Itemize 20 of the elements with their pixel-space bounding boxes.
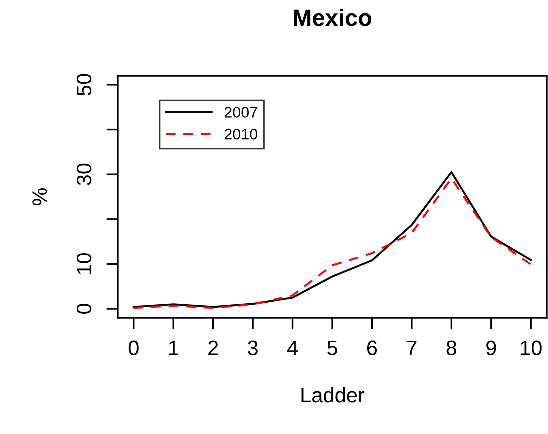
x-tick-label: 8 <box>446 340 457 356</box>
legend-label: 2010 <box>224 128 258 140</box>
y-axis-title: % <box>32 188 48 206</box>
x-tick-label: 0 <box>128 340 139 356</box>
y-tick-label: 0 <box>76 304 92 314</box>
x-tick-label: 3 <box>248 340 258 356</box>
legend-label: 2007 <box>224 107 258 118</box>
y-tick-label: 30 <box>76 164 92 186</box>
x-tick-label: 9 <box>486 340 496 356</box>
y-tick-label: 10 <box>76 253 92 274</box>
x-tick-label: 10 <box>521 340 542 356</box>
x-tick-label: 1 <box>169 340 178 356</box>
y-tick-label: 50 <box>76 74 92 96</box>
chart-title: Mexico <box>294 8 372 26</box>
x-tick-label: 7 <box>407 340 417 356</box>
x-tick-label: 2 <box>208 340 218 356</box>
x-tick-label: 5 <box>328 340 338 356</box>
x-tick-label: 4 <box>287 340 298 356</box>
x-tick-label: 6 <box>367 340 378 356</box>
x-axis-title: Ladder <box>302 387 365 403</box>
